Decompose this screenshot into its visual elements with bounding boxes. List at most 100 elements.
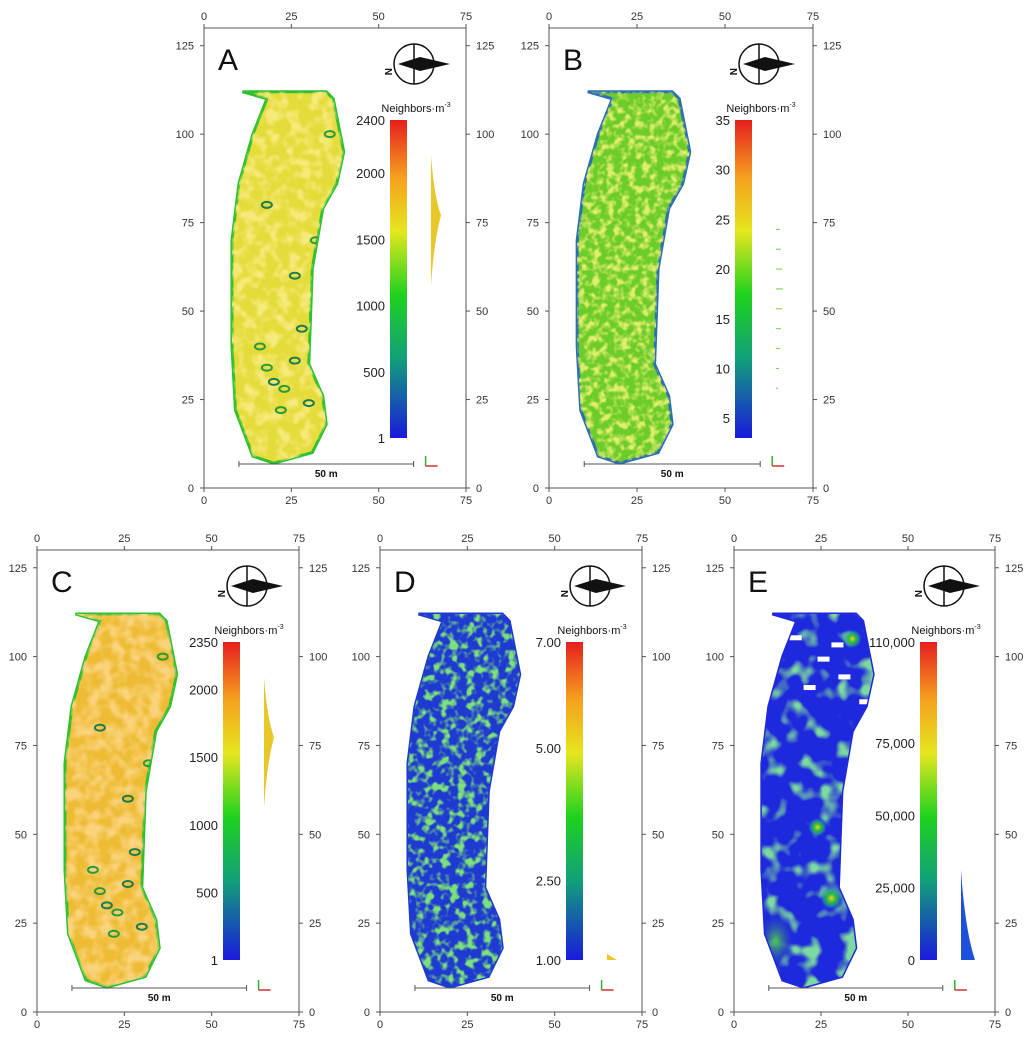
x-tick-label-top: 0	[731, 533, 737, 545]
colorbar-title-exponent: -3	[444, 102, 450, 109]
y-tick-label-right: 75	[1005, 740, 1017, 752]
tree-gap-mark	[111, 908, 124, 917]
colorbar-tick-label: 35	[716, 113, 730, 128]
y-tick-label-left: 50	[358, 829, 370, 841]
x-tick-label-top: 75	[989, 533, 1001, 545]
x-tick-label-top: 75	[460, 11, 472, 23]
colorbar-title-exponent: -3	[974, 624, 980, 631]
compass-label: N	[384, 68, 395, 75]
x-tick-label-top: 25	[285, 11, 297, 23]
colorbar-tick-label: 1.00	[536, 953, 561, 968]
x-tick-label-bottom: 0	[546, 495, 552, 507]
y-tick-label-left: 100	[521, 129, 539, 141]
compass-label: N	[560, 590, 571, 597]
x-tick-label-bottom: 75	[807, 495, 819, 507]
scale-bar-label: 50 m	[148, 993, 171, 1004]
x-tick-label-top: 75	[807, 11, 819, 23]
y-tick-label-left: 0	[718, 1007, 724, 1019]
colorbar-tick-label: 10	[716, 361, 730, 376]
tree-gap-mark	[93, 723, 106, 732]
y-tick-label-right: 0	[309, 1007, 315, 1019]
y-tick-label-left: 100	[706, 652, 724, 664]
tree-gap-mark	[295, 324, 308, 333]
colorbar-title: Neighbors·m-3	[726, 102, 795, 115]
tree-gap-mark	[86, 865, 99, 874]
x-tick-label-bottom: 25	[118, 1019, 130, 1031]
colorbar-tick-label: 7.00	[536, 635, 561, 650]
y-tick-label-left: 0	[21, 1007, 27, 1019]
y-tick-label-right: 100	[1005, 652, 1023, 664]
y-tick-label-right: 125	[1005, 563, 1023, 575]
value-histogram	[264, 677, 274, 808]
compass-needle	[574, 579, 626, 593]
tree-gap-mark	[288, 356, 301, 365]
tree-gap-mark	[135, 922, 148, 931]
colorbar-tick-label: 5	[723, 411, 730, 426]
data-void	[803, 685, 816, 691]
x-tick-label-bottom: 0	[731, 1019, 737, 1031]
x-tick-label-bottom: 50	[719, 495, 731, 507]
density-hotspot	[807, 817, 828, 838]
y-tick-label-right: 100	[823, 129, 841, 141]
density-texture	[231, 91, 344, 464]
x-tick-label-bottom: 50	[549, 1019, 561, 1031]
y-tick-label-right: 50	[652, 829, 664, 841]
colorbar-tick-label: 110,000	[869, 635, 915, 650]
colorbar-title: Neighbors·m-3	[214, 624, 283, 637]
colorbar	[390, 120, 407, 438]
y-tick-label-right: 25	[476, 395, 488, 407]
tree-gap-mark	[100, 901, 113, 910]
value-histogram	[607, 954, 617, 960]
plot-frame	[548, 27, 814, 489]
x-tick-label-top: 75	[636, 533, 648, 545]
compass-label: N	[729, 68, 740, 75]
y-tick-label-right: 125	[652, 563, 670, 575]
y-tick-label-right: 25	[1005, 918, 1017, 930]
tree-gap-mark	[288, 271, 301, 280]
tree-gap-mark	[260, 363, 273, 372]
y-tick-label-right: 125	[309, 563, 327, 575]
colorbar-tick-label: 50,000	[875, 808, 915, 823]
y-tick-label-left: 125	[521, 41, 539, 53]
y-tick-label-left: 100	[176, 129, 194, 141]
y-tick-label-right: 25	[652, 918, 664, 930]
x-tick-label-bottom: 25	[461, 1019, 473, 1031]
y-tick-label-left: 125	[352, 563, 370, 575]
tree-gap-mark	[278, 384, 291, 393]
colorbar-tick-label: 15	[716, 312, 730, 327]
colorbar	[735, 120, 752, 438]
x-tick-label-bottom: 50	[902, 1019, 914, 1031]
colorbar-tick-label: 30	[716, 163, 730, 178]
compass-needle	[231, 579, 283, 593]
y-tick-label-left: 75	[527, 218, 539, 230]
y-tick-label-left: 100	[9, 652, 27, 664]
scale-bar-label: 50 m	[315, 469, 338, 480]
x-tick-label-bottom: 25	[815, 1019, 827, 1031]
panel-label: E	[748, 566, 768, 599]
x-tick-label-bottom: 75	[636, 1019, 648, 1031]
plot-frame	[36, 549, 300, 1013]
colorbar-tick-label: 500	[196, 885, 218, 900]
colorbar-tick-label: 2.50	[536, 874, 561, 889]
value-histogram	[431, 155, 441, 286]
x-tick-label-top: 50	[719, 11, 731, 23]
y-tick-label-left: 25	[15, 918, 27, 930]
y-tick-label-left: 100	[352, 652, 370, 664]
colorbar-tick-label: 2400	[356, 113, 385, 128]
scale-bar-label: 50 m	[661, 469, 684, 480]
density-texture	[577, 91, 690, 464]
y-tick-label-right: 75	[823, 218, 835, 230]
tree-gap-mark	[274, 406, 287, 415]
compass-label: N	[217, 590, 228, 597]
colorbar-tick-label: 1000	[189, 818, 218, 833]
x-tick-label-top: 25	[631, 11, 643, 23]
x-tick-label-bottom: 0	[34, 1019, 40, 1031]
x-tick-label-top: 50	[549, 533, 561, 545]
density-hotspot	[819, 886, 844, 911]
y-tick-label-left: 75	[358, 740, 370, 752]
data-void	[838, 674, 851, 680]
